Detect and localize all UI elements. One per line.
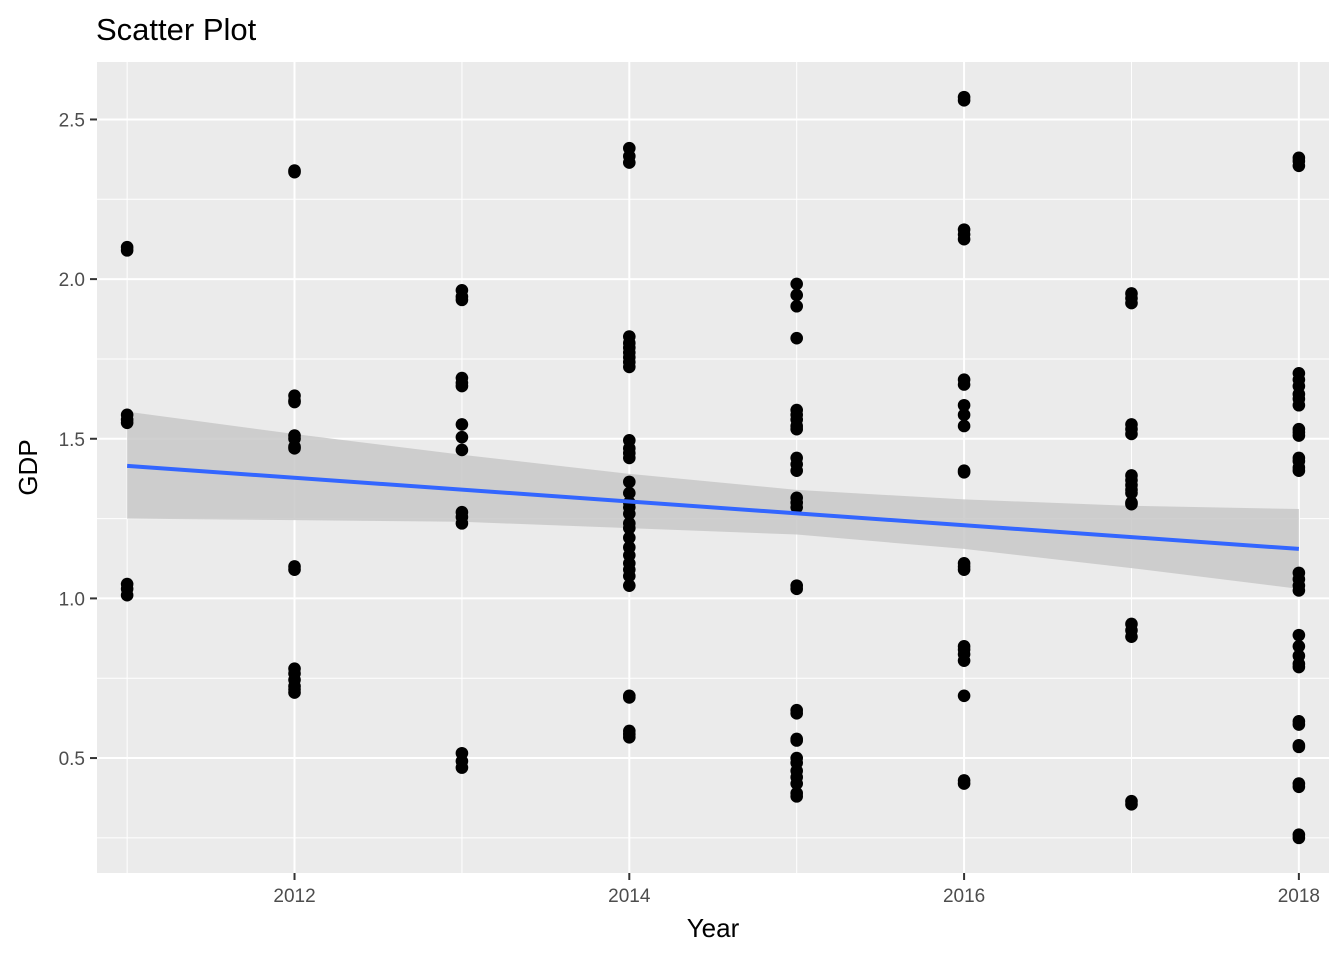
data-point	[957, 419, 971, 433]
data-point	[623, 731, 636, 744]
data-point	[790, 790, 803, 803]
data-point	[957, 689, 971, 703]
x-axis: 2012 2014 2016 2018	[273, 873, 1320, 907]
data-point	[790, 288, 803, 302]
confidence-band	[127, 411, 1299, 589]
data-point	[623, 475, 636, 489]
data-point	[957, 408, 971, 422]
data-point	[120, 244, 134, 257]
chart-title: Scatter Plot	[96, 12, 257, 47]
data-point	[1292, 640, 1306, 653]
data-point	[623, 451, 636, 465]
data-point	[790, 277, 803, 291]
data-point	[288, 395, 301, 409]
data-point	[1125, 798, 1138, 811]
data-point	[1292, 780, 1306, 794]
data-point	[957, 654, 971, 667]
data-point	[288, 442, 301, 455]
data-point	[1125, 486, 1138, 500]
data-point	[623, 531, 636, 545]
data-point	[288, 686, 301, 699]
data-point	[1292, 660, 1306, 674]
data-point	[790, 422, 803, 436]
x-axis-title: Year	[687, 913, 740, 943]
data-point	[1292, 464, 1306, 477]
data-point	[623, 691, 636, 704]
data-point	[623, 507, 636, 521]
data-point	[455, 293, 469, 307]
data-point	[957, 378, 971, 391]
data-point	[623, 521, 636, 535]
data-point	[288, 165, 301, 179]
data-point	[455, 379, 469, 393]
data-point	[790, 707, 803, 720]
data-point	[455, 418, 469, 431]
data-point	[1125, 427, 1138, 441]
y-tick-label: 1.5	[59, 430, 85, 451]
data-point	[120, 588, 134, 602]
y-tick-label: 0.5	[59, 749, 85, 770]
y-axis: 0.5 1.0 1.5 2.0 2.5	[59, 110, 97, 770]
data-point	[288, 563, 301, 576]
data-point	[623, 360, 636, 374]
data-point	[790, 501, 803, 514]
data-point	[957, 398, 971, 412]
data-point	[1125, 497, 1138, 511]
y-tick-label: 2.0	[59, 270, 85, 291]
data-point	[1292, 584, 1306, 597]
y-axis-title: GDP	[13, 439, 43, 495]
data-point	[1292, 429, 1306, 442]
trend-line	[126, 463, 1300, 551]
data-point	[1292, 398, 1306, 412]
x-tick-label: 2012	[273, 886, 315, 907]
data-point	[623, 486, 636, 500]
data-point	[790, 299, 803, 313]
data-point	[790, 582, 803, 596]
data-point	[455, 430, 469, 444]
data-point	[790, 734, 803, 747]
data-point	[1125, 630, 1138, 644]
x-tick-label: 2016	[943, 886, 985, 907]
data-point	[1292, 831, 1306, 845]
data-point	[455, 443, 469, 457]
data-point	[1125, 296, 1138, 310]
data-point	[623, 579, 636, 592]
data-point	[790, 777, 803, 790]
y-tick-label: 1.0	[59, 589, 85, 610]
data-points	[120, 90, 1306, 845]
data-point	[120, 416, 134, 430]
data-point	[957, 563, 971, 576]
data-point	[957, 232, 971, 246]
data-point	[623, 156, 636, 169]
data-point	[1292, 159, 1306, 173]
data-point	[455, 761, 469, 774]
data-point	[957, 465, 971, 479]
x-tick-label: 2018	[1278, 886, 1320, 907]
data-point	[790, 464, 803, 477]
data-point	[1292, 740, 1306, 754]
data-point	[957, 94, 971, 107]
data-point	[790, 331, 803, 345]
data-point	[1292, 628, 1306, 642]
data-point	[1292, 718, 1306, 731]
y-tick-label: 2.5	[59, 110, 85, 131]
data-point	[623, 569, 636, 583]
data-point	[957, 777, 971, 790]
x-tick-label: 2014	[608, 886, 651, 907]
data-point	[455, 517, 469, 530]
